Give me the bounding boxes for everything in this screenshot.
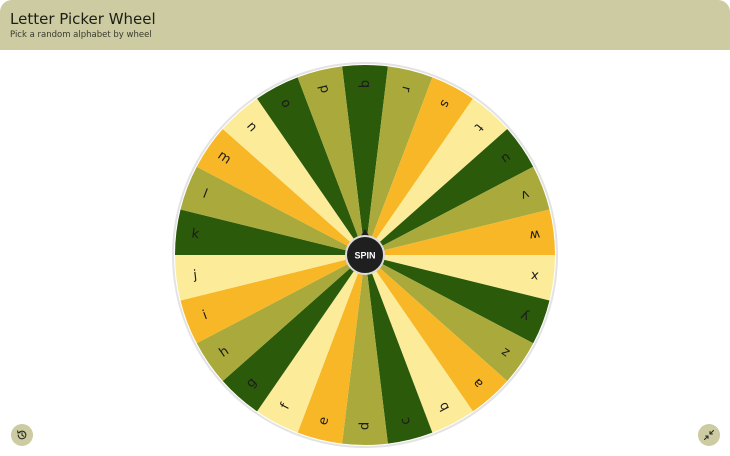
wheel-segment-d	[342, 255, 388, 445]
wheel-letter-i: i	[201, 308, 210, 323]
wheel-segment-n	[222, 98, 365, 255]
wheel-letter-p: p	[316, 83, 333, 95]
spin-label[interactable]: SPIN	[354, 251, 375, 261]
page-title: Letter Picker Wheel	[10, 10, 156, 28]
history-icon	[17, 430, 27, 440]
collapse-button[interactable]	[698, 424, 720, 446]
wheel-segment-k	[175, 209, 365, 255]
wheel-letter-w: w	[528, 226, 541, 242]
wheel-segment-p	[297, 66, 365, 255]
wheel-segment-l	[180, 166, 365, 255]
wheel-segment-z	[365, 255, 534, 381]
wheel-letter-e: e	[316, 415, 332, 426]
wheel-segment-a	[365, 255, 508, 412]
wheel-segment-m	[196, 129, 365, 255]
wheel-segment-i	[180, 255, 365, 344]
wheel-segment-q	[342, 65, 388, 255]
wheel-segment-s	[365, 77, 473, 255]
wheel-segment-j	[175, 255, 365, 301]
history-button[interactable]	[11, 424, 33, 446]
collapse-icon	[703, 429, 715, 441]
spin-button[interactable]: SPIN	[345, 229, 385, 275]
wheel-segment-y	[365, 255, 550, 344]
wheel-segment-w	[365, 209, 555, 255]
wheel-letter-q: q	[358, 80, 373, 88]
wheel-segment-u	[365, 129, 534, 255]
wheel-segment-t	[365, 98, 508, 255]
wheel-letter-r: r	[398, 85, 414, 94]
wheel-letter-f: f	[278, 401, 294, 412]
wheel-segment-x	[365, 255, 555, 301]
wheel-segment-o	[257, 77, 365, 255]
app-header: Letter Picker Wheel Pick a random alphab…	[0, 0, 730, 50]
wheel-letter-x: x	[530, 268, 540, 284]
wheel-letter-l: l	[201, 187, 210, 202]
wheel-segment-b	[365, 255, 473, 433]
wheel-letter-j: j	[192, 268, 198, 283]
wheel-segment-r	[365, 66, 433, 255]
wheel-letter-c: c	[398, 416, 414, 427]
wheel-segment-h	[196, 255, 365, 381]
wheel-letter-k: k	[191, 226, 201, 242]
wheel-segment-v	[365, 166, 550, 255]
wheel-segment-c	[365, 255, 433, 444]
spin-button-circle[interactable]	[345, 235, 385, 275]
wheel-segment-g	[222, 255, 365, 412]
wheel-segment-e	[297, 255, 365, 444]
page-subtitle: Pick a random alphabet by wheel	[10, 30, 152, 40]
wheel-segment-f	[257, 255, 365, 433]
wheel-letter-d: d	[358, 422, 373, 430]
